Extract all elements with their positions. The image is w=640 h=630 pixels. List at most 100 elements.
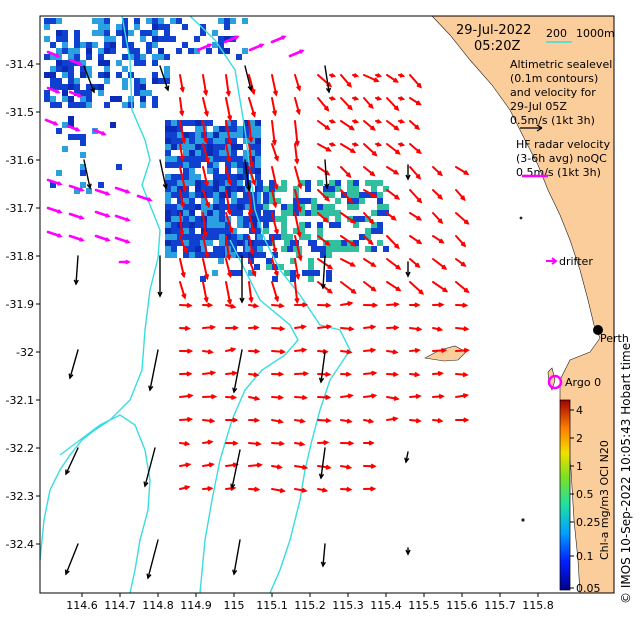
- hf-vector-head: [399, 96, 406, 101]
- hf-vector-head: [325, 371, 332, 377]
- chl-pixel: [134, 18, 140, 24]
- chl-pixel: [242, 252, 248, 258]
- hf-vector-head: [248, 137, 254, 144]
- hf-vector: [409, 281, 424, 295]
- chl-pixel: [171, 252, 177, 258]
- hf-vector-head: [273, 155, 279, 162]
- chl-pixel: [182, 42, 188, 48]
- chl-pixel: [183, 204, 189, 210]
- chl-pixel: [98, 90, 104, 96]
- chl-pixel: [50, 72, 56, 78]
- hf-vector-head: [370, 324, 377, 330]
- chl-pixel: [231, 162, 237, 168]
- chl-pixel: [146, 30, 152, 36]
- altimetry-vector-head: [65, 469, 70, 476]
- chl-pixel: [177, 240, 183, 246]
- chl-pixel: [177, 174, 183, 180]
- chl-pixel: [164, 78, 170, 84]
- chl-pixel: [243, 156, 249, 162]
- chl-pixel: [68, 84, 74, 90]
- chl-pixel: [377, 210, 383, 216]
- hf-vector-head: [227, 139, 233, 146]
- chl-pixel: [237, 186, 243, 192]
- drifter-vector-head: [79, 237, 85, 242]
- hf-legend-line-1: HF radar velocity: [516, 138, 611, 151]
- hf-vector: [340, 212, 356, 224]
- hf-vector-head: [230, 347, 237, 353]
- hf-vector: [432, 281, 448, 293]
- chl-pixel: [152, 72, 158, 78]
- chl-pixel: [341, 240, 347, 246]
- hf-vector: [225, 74, 230, 96]
- hf-vector: [179, 212, 184, 236]
- hf-vector: [340, 189, 353, 203]
- chl-pixel: [317, 180, 323, 186]
- altimetry-vector-head: [64, 569, 70, 576]
- chl-pixel: [237, 156, 243, 162]
- hf-vector-head: [437, 170, 443, 177]
- altimetry-vector-head: [239, 297, 245, 304]
- chl-pixel: [269, 180, 275, 186]
- chl-pixel: [170, 18, 176, 24]
- hf-vector-head: [209, 324, 216, 330]
- alt-legend-line-3: and velocity for: [510, 86, 596, 99]
- chl-pixel: [152, 102, 158, 108]
- y-tick-label: -31.5: [6, 106, 34, 119]
- hf-vector: [386, 235, 400, 249]
- hf-vector-head: [463, 219, 470, 225]
- chl-pixel: [308, 258, 314, 264]
- chl-pixel: [74, 54, 80, 60]
- chl-pixel: [140, 90, 146, 96]
- chl-pixel: [171, 222, 177, 228]
- hf-vector-head: [301, 487, 308, 493]
- chl-pixel: [183, 144, 189, 150]
- chl-pixel: [237, 174, 243, 180]
- chl-pixel: [219, 150, 225, 156]
- hf-vector-head: [392, 349, 399, 355]
- hf-vector-head: [273, 184, 279, 191]
- chl-pixel: [183, 210, 189, 216]
- chl-pixel: [213, 228, 219, 234]
- drifter-vector-head: [55, 53, 61, 58]
- hf-vector-head: [346, 464, 353, 470]
- chl-pixel: [189, 210, 195, 216]
- chl-pixel: [165, 144, 171, 150]
- hf-vector-head: [227, 115, 233, 122]
- chl-pixel: [207, 222, 213, 228]
- chl-pixel: [195, 222, 201, 228]
- hf-vector-head: [370, 486, 377, 492]
- chl-pixel: [158, 54, 164, 60]
- hf-vector-head: [372, 302, 379, 308]
- x-tick-label: 114.8: [142, 599, 174, 612]
- hf-vector-head: [248, 296, 254, 304]
- hf-vector-head: [186, 371, 193, 377]
- drifter-vector-head: [234, 35, 240, 40]
- chl-pixel: [317, 246, 323, 252]
- chl-pixel: [183, 222, 189, 228]
- chl-pixel: [146, 90, 152, 96]
- hf-vector: [294, 258, 300, 279]
- hf-vector-head: [208, 462, 215, 468]
- chl-pixel: [365, 246, 371, 252]
- chl-pixel: [165, 174, 171, 180]
- hf-vector-head: [203, 273, 210, 281]
- chl-pixel: [68, 54, 74, 60]
- x-tick-label: 115.4: [370, 599, 402, 612]
- chl-pixel: [86, 42, 92, 48]
- chl-pixel: [116, 96, 122, 102]
- argo-label: Argo 0: [565, 376, 601, 389]
- chl-pixel: [243, 150, 249, 156]
- hf-vector-head: [226, 179, 232, 186]
- chl-pixel: [200, 24, 206, 30]
- chl-pixel: [116, 30, 122, 36]
- drifter-vector-head: [57, 209, 63, 214]
- hf-vector-head: [325, 417, 332, 424]
- chl-pixel: [255, 168, 261, 174]
- chl-pixel: [165, 216, 171, 222]
- chl-pixel: [68, 48, 74, 54]
- chl-pixel: [171, 186, 177, 192]
- chl-pixel: [254, 240, 260, 246]
- hf-vector-head: [300, 324, 307, 330]
- chl-pixel: [213, 168, 219, 174]
- chl-pixel: [213, 204, 219, 210]
